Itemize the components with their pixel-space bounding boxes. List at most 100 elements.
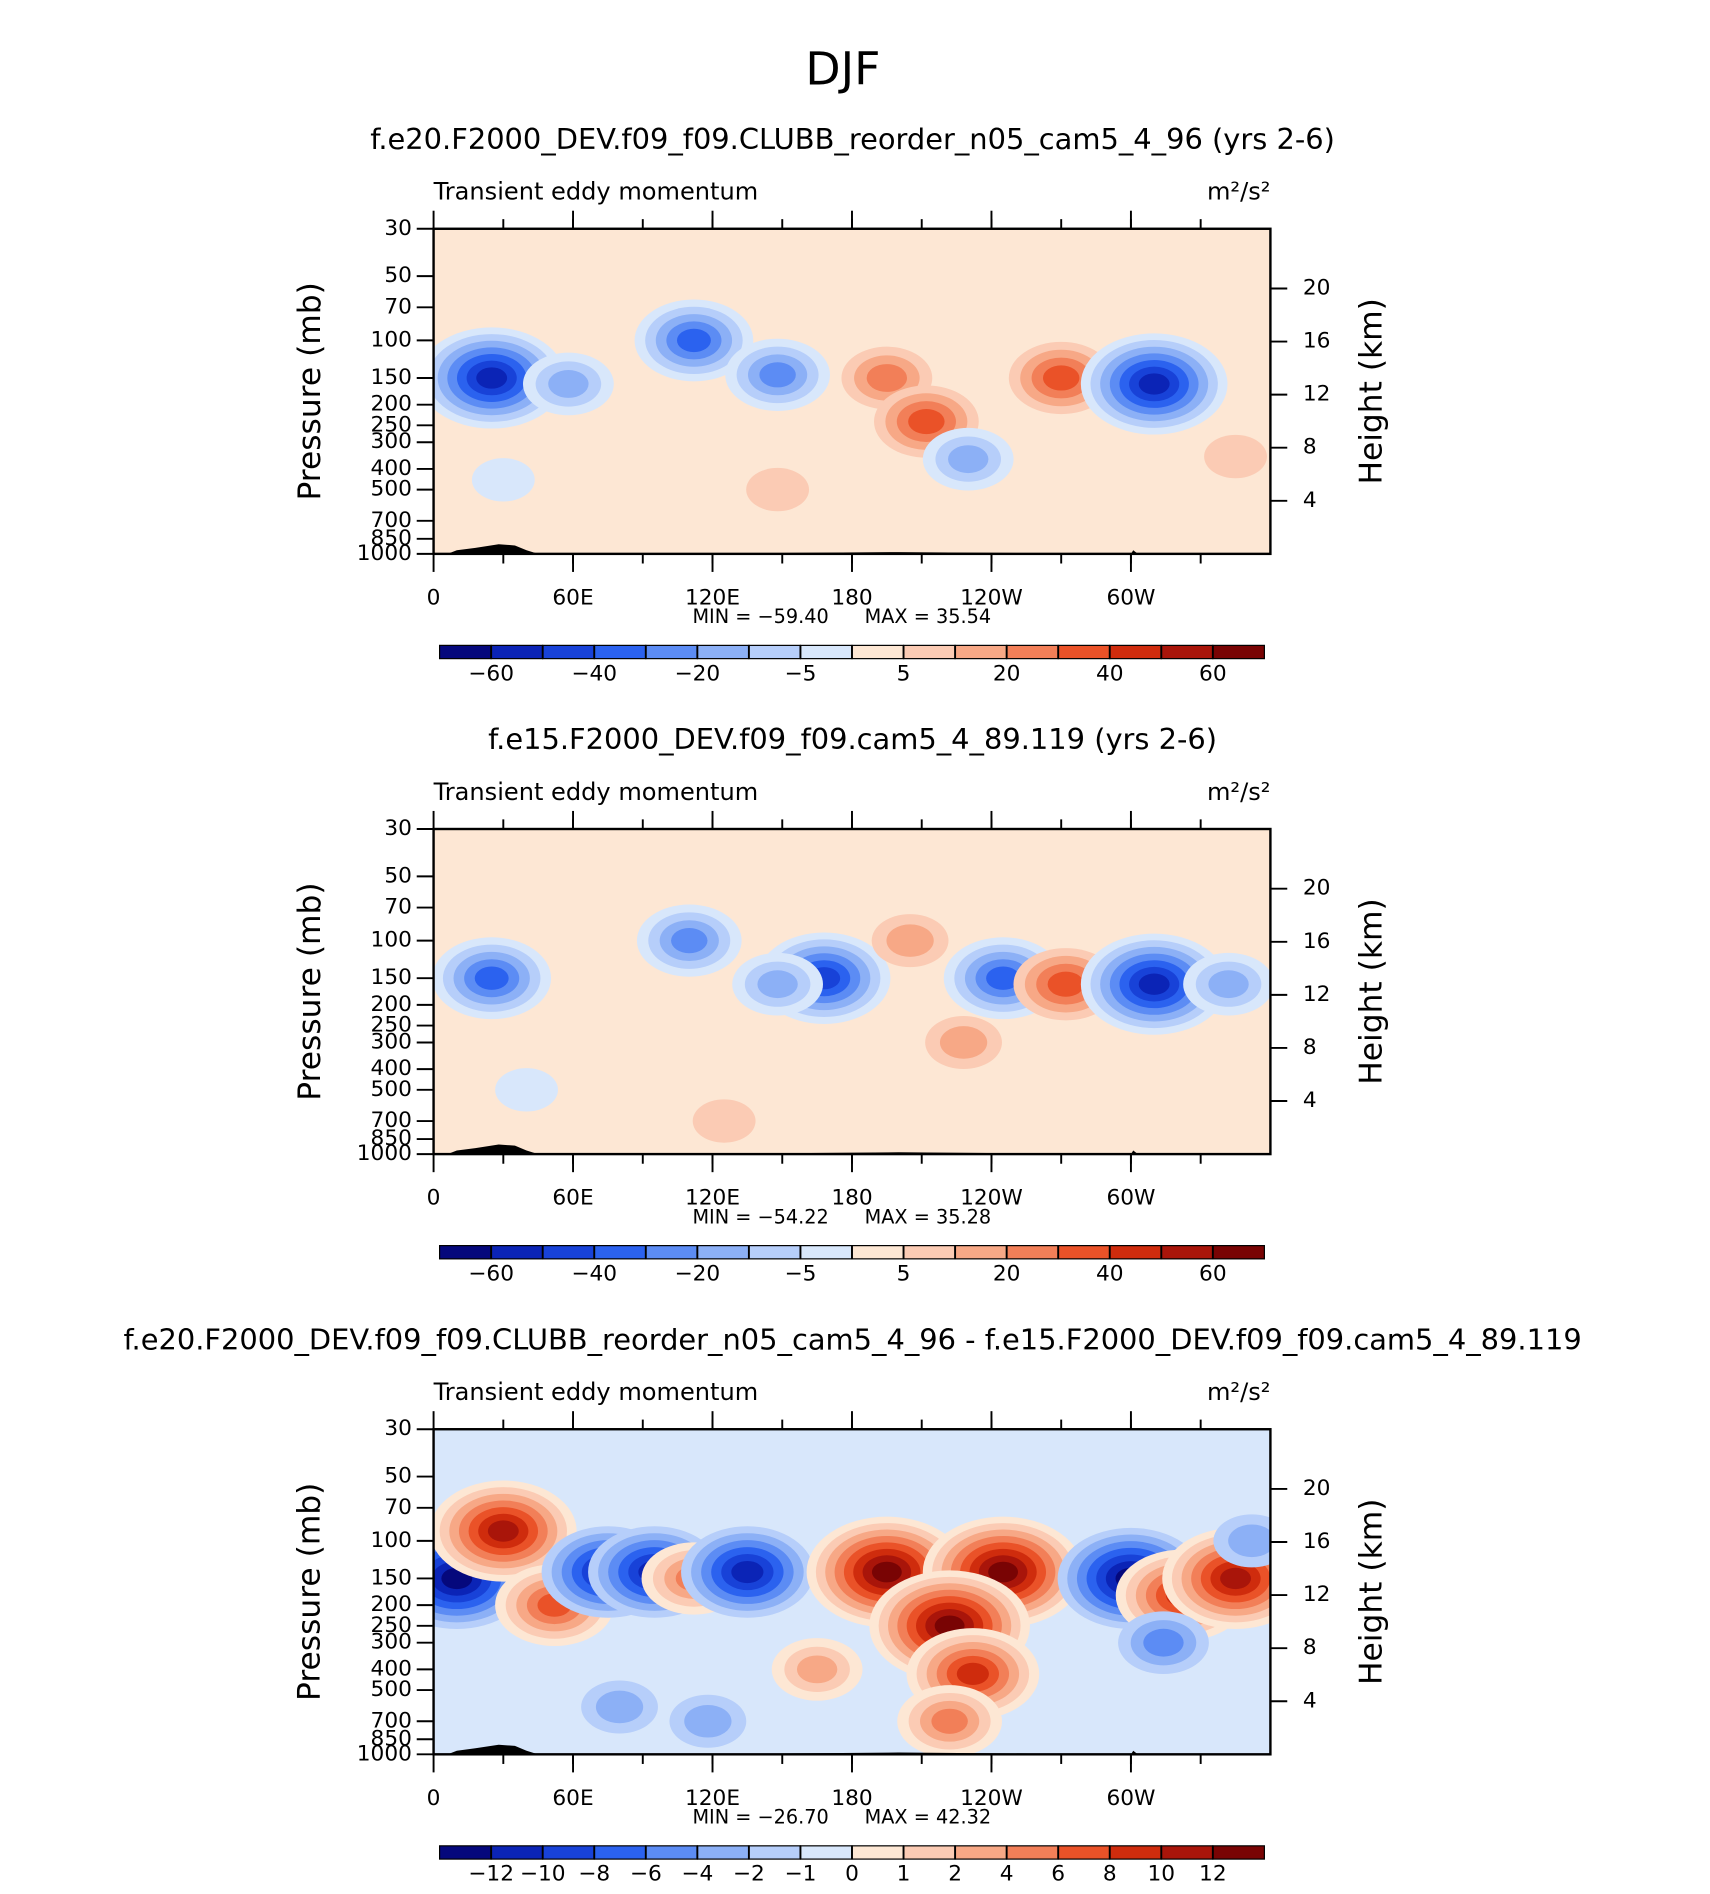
contour-cell	[771, 1638, 863, 1701]
colorbar-label: −5	[784, 661, 816, 686]
x-tick-label: 180	[831, 1186, 872, 1211]
colorbar-label: −40	[571, 661, 617, 686]
colorbar-label: 1	[897, 1862, 911, 1887]
colorbar-box	[438, 1845, 492, 1860]
contour-cell	[581, 1680, 658, 1734]
contour-band	[1204, 434, 1267, 479]
contour-cell	[681, 1526, 814, 1618]
contour-cell	[1080, 333, 1228, 435]
x-tick-label: 60W	[1106, 585, 1155, 610]
colorbar-label: −1	[784, 1862, 816, 1887]
field	[433, 829, 1271, 1155]
contour-band	[886, 924, 934, 957]
y-tick-label: 200	[371, 992, 412, 1017]
panel-title: f.e20.F2000_DEV.f09_f09.CLUBB_reorder_n0…	[370, 122, 1335, 156]
y-tick-label: 400	[371, 1656, 412, 1681]
contour-band	[692, 1099, 756, 1143]
contour-cell	[871, 914, 949, 968]
colorbar-box	[645, 1845, 698, 1860]
x-tick-label: 60W	[1106, 1186, 1155, 1211]
contour-band	[1208, 970, 1249, 999]
colorbar-box	[748, 1845, 802, 1860]
y-tick-label: 500	[371, 477, 412, 502]
colorbar-box	[902, 1245, 956, 1260]
contour-band	[948, 445, 989, 474]
x-tick-label: 120W	[960, 585, 1023, 610]
min-label: MIN = −26.70	[692, 1806, 828, 1829]
x-tick-label: 120E	[685, 1786, 740, 1811]
y-tick-label: 70	[384, 895, 412, 920]
subtitle: Transient eddy momentum	[433, 778, 759, 806]
x-tick-label: 60E	[552, 585, 593, 610]
contour-cell	[636, 904, 742, 977]
y-axis-label: Pressure (mb)	[292, 1483, 328, 1701]
colorbar-label: 60	[1199, 1262, 1227, 1287]
colorbar-box	[542, 1245, 595, 1260]
y-tick-label: 300	[371, 1029, 412, 1054]
colorbar-box	[799, 644, 853, 660]
figure-title: DJF	[805, 43, 880, 96]
colorbar-box	[851, 1845, 905, 1860]
colorbar-box	[645, 1245, 698, 1260]
max-label: MAX = 35.28	[865, 1205, 991, 1228]
panel: f.e20.F2000_DEV.f09_f09.CLUBB_reorder_n0…	[292, 122, 1390, 686]
contour-band	[471, 458, 535, 502]
y2-tick-label: 8	[1303, 1035, 1317, 1060]
contour-band	[1042, 365, 1080, 391]
y2-axis-label: Height (km)	[1354, 898, 1390, 1084]
y2-tick-label: 12	[1303, 1582, 1331, 1607]
colorbar-box	[748, 1245, 802, 1260]
contour-band	[908, 408, 945, 435]
contour-band	[988, 1561, 1019, 1583]
contour-cell	[495, 1068, 558, 1112]
contour-cell	[922, 427, 1014, 491]
colorbar-box	[645, 644, 698, 660]
contour-band	[595, 1690, 644, 1724]
colorbar-box	[1057, 1245, 1111, 1260]
y2-tick-label: 16	[1303, 929, 1331, 954]
colorbar-box	[696, 1845, 750, 1860]
y-tick-label: 700	[371, 508, 412, 533]
panel-title: f.e20.F2000_DEV.f09_f09.CLUBB_reorder_n0…	[123, 1322, 1581, 1356]
colorbar-box	[1212, 644, 1265, 660]
contour-band	[487, 1520, 519, 1542]
colorbar-box	[1212, 1845, 1265, 1860]
y2-tick-label: 12	[1303, 382, 1331, 407]
min-label: MIN = −54.22	[692, 1205, 828, 1228]
min-label: MIN = −59.40	[692, 605, 828, 628]
colorbar-label: −2	[733, 1862, 765, 1887]
colorbar-label: −8	[578, 1862, 610, 1887]
colorbar-label: −60	[468, 661, 514, 686]
contour-band	[986, 966, 1021, 990]
y-tick-label: 30	[384, 1416, 412, 1441]
y-tick-label: 250	[371, 1013, 412, 1038]
y2-tick-label: 16	[1303, 329, 1331, 354]
y-tick-label: 100	[371, 1528, 412, 1553]
y-tick-label: 100	[371, 327, 412, 352]
colorbar-label: −20	[674, 661, 720, 686]
colorbar-label: 8	[1103, 1862, 1117, 1887]
colorbar-box	[696, 1245, 750, 1260]
contour-cell	[725, 338, 830, 411]
colorbar-label: −6	[630, 1862, 662, 1887]
contour-cell	[433, 1480, 577, 1582]
y-tick-label: 100	[371, 928, 412, 953]
units: m²/s²	[1207, 1378, 1270, 1406]
colorbar-label: 6	[1051, 1862, 1065, 1887]
colorbar-box	[1160, 1245, 1214, 1260]
colorbar-box	[748, 644, 802, 660]
contour-band	[684, 1704, 732, 1738]
colorbar-label: 20	[993, 1262, 1021, 1287]
colorbar-box	[1006, 1845, 1059, 1860]
colorbar-label: 10	[1148, 1862, 1176, 1887]
x-tick-label: 120W	[960, 1786, 1023, 1811]
colorbar-box	[1057, 1845, 1111, 1860]
colorbar-box	[696, 644, 750, 660]
x-tick-label: 60W	[1106, 1786, 1155, 1811]
y-tick-label: 70	[384, 294, 412, 319]
contour-band	[474, 966, 509, 990]
contour-band	[796, 1655, 838, 1684]
colorbar-label: 2	[948, 1862, 962, 1887]
max-label: MAX = 42.32	[865, 1806, 991, 1829]
